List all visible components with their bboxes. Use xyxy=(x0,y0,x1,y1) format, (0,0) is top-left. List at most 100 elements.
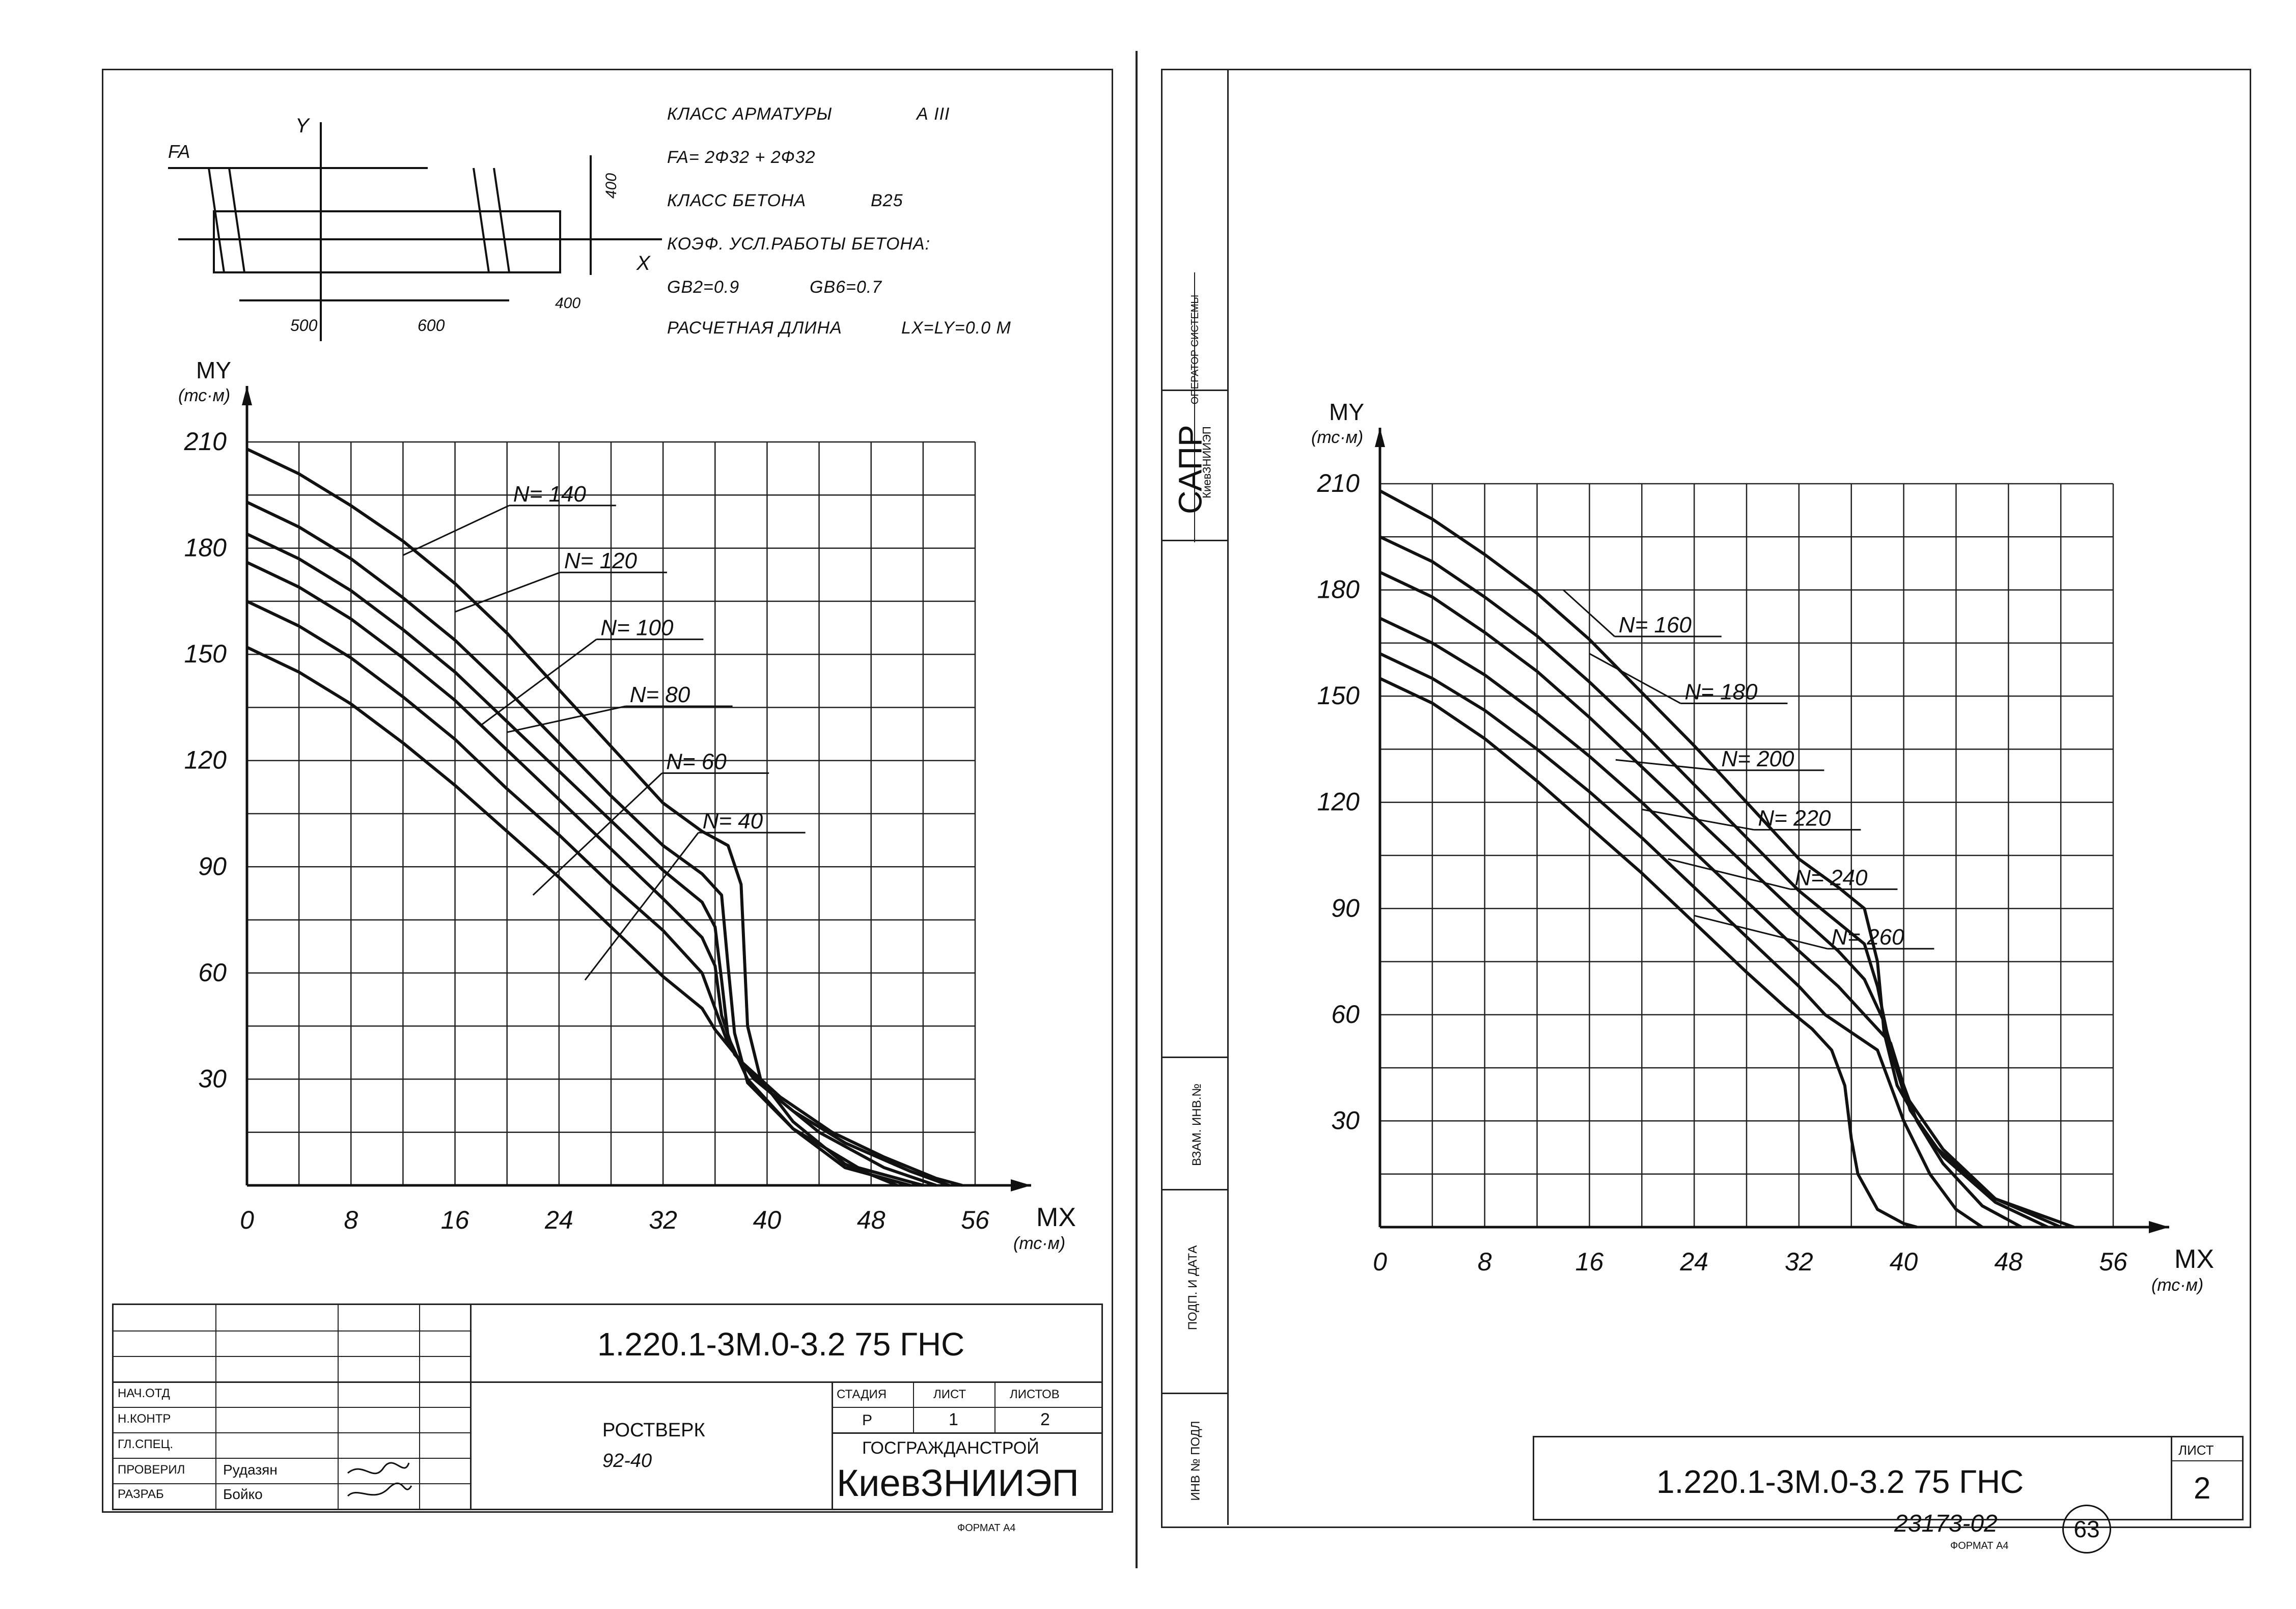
vzam-label: ВЗАМ. ИНВ.№ xyxy=(1190,1083,1204,1167)
x-tick-label: 0 xyxy=(240,1206,254,1234)
sheet-value: 1 xyxy=(949,1410,958,1429)
series-label: N= 140 xyxy=(513,482,587,507)
y-tick-label: 210 xyxy=(1317,469,1360,497)
x-axis-arrow xyxy=(2149,1221,2169,1233)
concrete-class-label: КЛАСС БЕТОНА xyxy=(667,191,807,210)
left-sheet-divider xyxy=(1136,51,1138,1568)
grid xyxy=(1379,483,2114,1228)
y-axis-label: MY xyxy=(196,357,231,383)
org-bottom: КиевЗНИИЭП xyxy=(837,1462,1079,1504)
sheet-value-right: 2 xyxy=(2194,1471,2211,1505)
series-label-leader xyxy=(584,832,699,981)
name-5: Бойко xyxy=(223,1486,263,1502)
series-line xyxy=(246,600,950,1187)
x-tick-label: 24 xyxy=(544,1206,573,1234)
doc-code-left: 1.220.1-3М.0-3.2 75 ГНС xyxy=(597,1326,965,1363)
x-tick-label: 8 xyxy=(344,1206,358,1234)
series-line xyxy=(1379,677,1918,1229)
y-tick-label: 180 xyxy=(1317,575,1360,604)
sheet-label-right: ЛИСТ xyxy=(2178,1442,2214,1458)
x-tick-label: 32 xyxy=(649,1206,677,1234)
dim-400-top: 400 xyxy=(603,173,620,199)
x-tick-label: 16 xyxy=(441,1206,469,1234)
y-axis-arrow xyxy=(1375,428,1385,447)
operator-label: ОПЕРАТОР СИСТЕМЫ xyxy=(1190,294,1201,405)
left-title-block: 1.220.1-3М.0-3.2 75 ГНС НАЧ.ОТД Н.КОНТР … xyxy=(112,1303,1103,1510)
chart-right: 0 8 16 24 32 40 48 56 30 60 90 120 150 180 210 MY (тс·м)… xyxy=(1311,399,2214,1295)
format-left: ФОРМАТ А4 xyxy=(957,1522,1016,1534)
item-name: РОСТВЕРК xyxy=(602,1420,705,1441)
x-tick-label: 56 xyxy=(961,1206,989,1234)
gb6-value: GB6=0.7 xyxy=(810,278,882,297)
series-label: N= 220 xyxy=(1758,806,1831,831)
item-mark: 92-40 xyxy=(602,1450,652,1472)
dim-600: 600 xyxy=(418,316,445,335)
y-tick-label: 180 xyxy=(184,534,227,562)
side-strip: ОПЕРАТОР СИСТЕМЫ САПР КиевЗНИИЭП ВЗАМ. И… xyxy=(1161,69,1229,1525)
series-label: N= 180 xyxy=(1684,679,1758,704)
y-axis-unit: (тс·м) xyxy=(1311,428,1363,447)
circled-number: 63 xyxy=(2062,1505,2111,1553)
concrete-class-value: B25 xyxy=(871,191,903,210)
x-axis-arrow xyxy=(1011,1179,1031,1191)
series-line xyxy=(1379,535,2062,1229)
inv-label: ИНВ № ПОДЛ xyxy=(1188,1421,1203,1501)
x-tick-label: 32 xyxy=(1785,1247,1813,1276)
y-tick-label: 90 xyxy=(1331,894,1360,922)
rebar-class-value: А III xyxy=(917,104,950,124)
series-label: N= 120 xyxy=(564,548,638,573)
series-line xyxy=(246,646,963,1187)
x-tick-label: 40 xyxy=(1890,1247,1918,1276)
length-label: РАСЧЕТНАЯ ДЛИНА xyxy=(667,318,842,338)
gb2-value: GB2=0.9 xyxy=(667,278,740,297)
series-label: N= 240 xyxy=(1794,865,1868,890)
section-y-label: Y xyxy=(295,115,311,137)
series-label-leader xyxy=(480,639,597,726)
length-value: LX=LY=0.0 М xyxy=(901,318,1011,338)
series-line xyxy=(246,501,911,1187)
series-label-leader xyxy=(1562,589,1615,637)
x-axis-label: MX xyxy=(1036,1203,1076,1232)
series-label-leader xyxy=(1668,858,1791,890)
y-tick-label: 120 xyxy=(184,746,227,774)
x-axis-unit: (тс·м) xyxy=(2151,1275,2203,1295)
y-axis-unit: (тс·м) xyxy=(178,386,230,405)
name-4: Рудазян xyxy=(223,1462,278,1478)
rebar-class-label: КЛАСС АРМАТУРЫ xyxy=(667,104,833,124)
series-label: N= 200 xyxy=(1721,746,1794,771)
sheets-label: ЛИСТОВ xyxy=(1010,1388,1060,1401)
format-right: ФОРМАТ А4 xyxy=(1950,1540,2009,1551)
series-label-leader xyxy=(1589,653,1681,704)
stamp-number: 23173-02 xyxy=(1894,1510,1998,1537)
series-label-leader xyxy=(455,571,561,613)
section-sketch: FA Y X 400 400 500 600 xyxy=(168,115,662,341)
series-line xyxy=(246,533,924,1187)
series-label-leader xyxy=(1615,759,1718,771)
y-tick-label: 60 xyxy=(1331,1000,1360,1029)
series-label: N= 100 xyxy=(600,616,674,641)
y-tick-label: 60 xyxy=(198,958,227,987)
signature-1 xyxy=(347,1462,412,1497)
role-1: НАЧ.ОТД xyxy=(118,1386,170,1400)
y-tick-label: 30 xyxy=(198,1064,227,1093)
x-tick-label: 8 xyxy=(1478,1247,1492,1276)
x-axis-label: MX xyxy=(2174,1244,2214,1274)
podp-label: ПОДП. И ДАТА xyxy=(1186,1245,1200,1330)
series-label-leader xyxy=(1694,914,1828,950)
stage-label: СТАДИЯ xyxy=(837,1388,887,1401)
sheets-value: 2 xyxy=(1040,1410,1050,1429)
fa-line: FA= 2Ф32 + 2Ф32 xyxy=(667,148,816,167)
role-5: РАЗРАБ xyxy=(118,1487,164,1501)
role-2: Н.КОНТР xyxy=(118,1412,171,1426)
series-label-leader xyxy=(402,505,510,556)
dim-500: 500 xyxy=(290,316,318,335)
sheet-label: ЛИСТ xyxy=(933,1388,966,1401)
section-fa-label: FA xyxy=(168,141,190,162)
series-label: N= 260 xyxy=(1831,925,1904,950)
y-axis-arrow xyxy=(242,386,252,405)
y-tick-label: 120 xyxy=(1317,788,1360,816)
series-label-leader xyxy=(507,705,626,733)
x-tick-label: 0 xyxy=(1373,1247,1387,1276)
role-3: ГЛ.СПЕЦ. xyxy=(118,1437,174,1451)
y-axis-label: MY xyxy=(1329,399,1364,425)
